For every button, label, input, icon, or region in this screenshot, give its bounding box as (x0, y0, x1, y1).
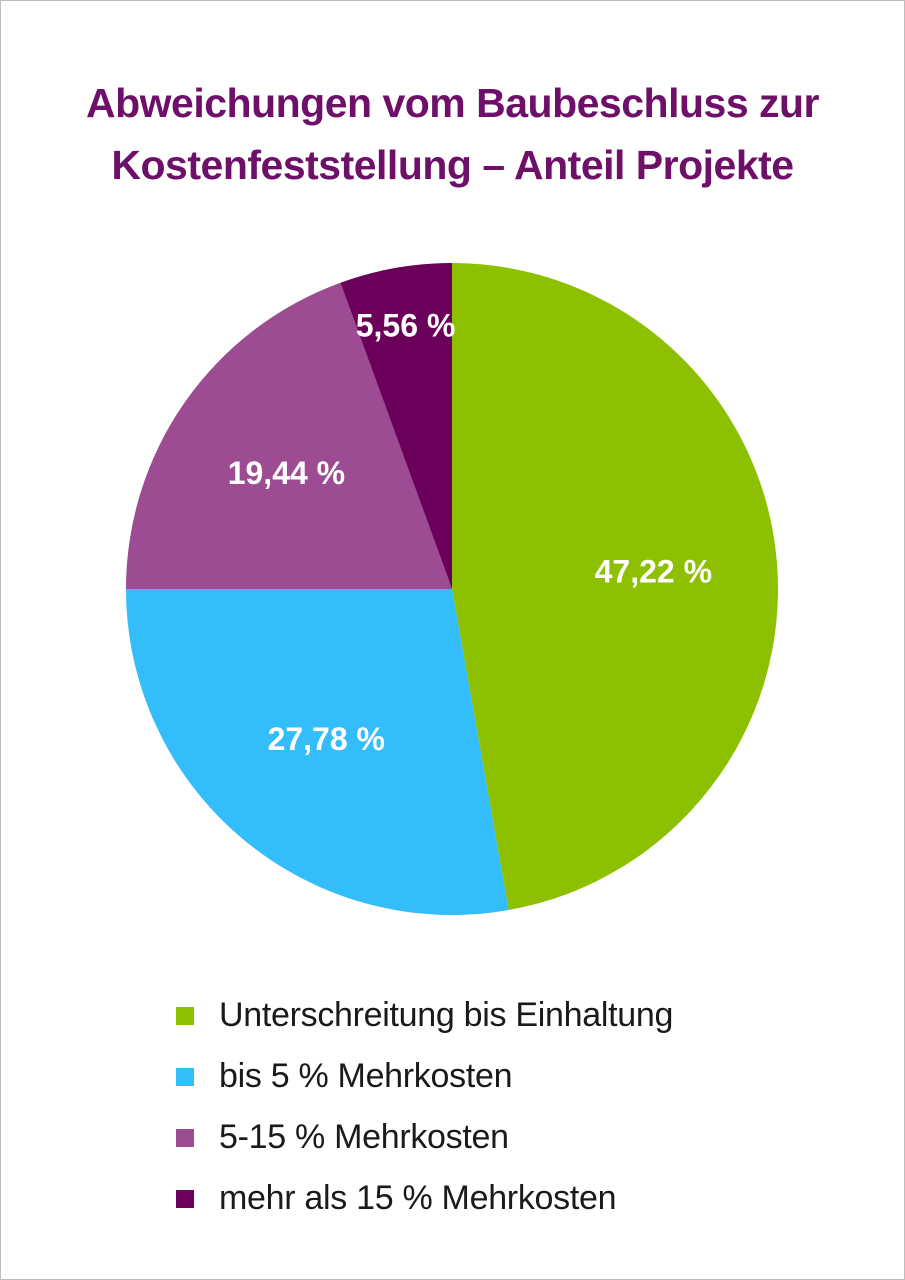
pie-slices (126, 263, 779, 916)
legend-swatch (176, 1189, 194, 1208)
legend-swatch (176, 1067, 194, 1086)
pie-slice-labels: 47,22 % 27,78 % 19,44 % 5,56 % (228, 308, 712, 757)
slice-label-mehr-als-15: 5,56 % (356, 308, 456, 344)
legend-item-bis-5: bis 5 % Mehrkosten (176, 1046, 673, 1107)
pie-slice-bis-5 (126, 589, 509, 916)
chart-title: Abweichungen vom Baubeschluss zur Kosten… (0, 72, 905, 196)
chart-title-line-2: Kostenfeststellung – Anteil Projekte (111, 142, 794, 188)
legend-label: mehr als 15 % Mehrkosten (219, 1179, 617, 1217)
pie-slice-5-15 (126, 282, 452, 589)
legend-swatch (176, 1006, 194, 1025)
legend-label: bis 5 % Mehrkosten (219, 1057, 513, 1095)
legend-swatch (176, 1128, 194, 1147)
slice-label-bis-5: 27,78 % (268, 721, 385, 757)
legend-item-unterschreitung: Unterschreitung bis Einhaltung (176, 985, 673, 1046)
pie-slice-mehr-als-15 (340, 263, 452, 589)
legend-item-mehr-als-15: mehr als 15 % Mehrkosten (176, 1168, 673, 1229)
legend-label: 5-15 % Mehrkosten (219, 1118, 509, 1156)
legend-label: Unterschreitung bis Einhaltung (219, 996, 674, 1034)
pie-slice-unterschreitung (452, 263, 779, 911)
legend-item-5-15: 5-15 % Mehrkosten (176, 1107, 673, 1168)
legend: Unterschreitung bis Einhaltung bis 5 % M… (176, 985, 673, 1229)
slice-label-5-15: 19,44 % (228, 455, 345, 491)
chart-title-line-1: Abweichungen vom Baubeschluss zur (85, 80, 820, 126)
slice-label-unterschreitung: 47,22 % (595, 553, 712, 589)
